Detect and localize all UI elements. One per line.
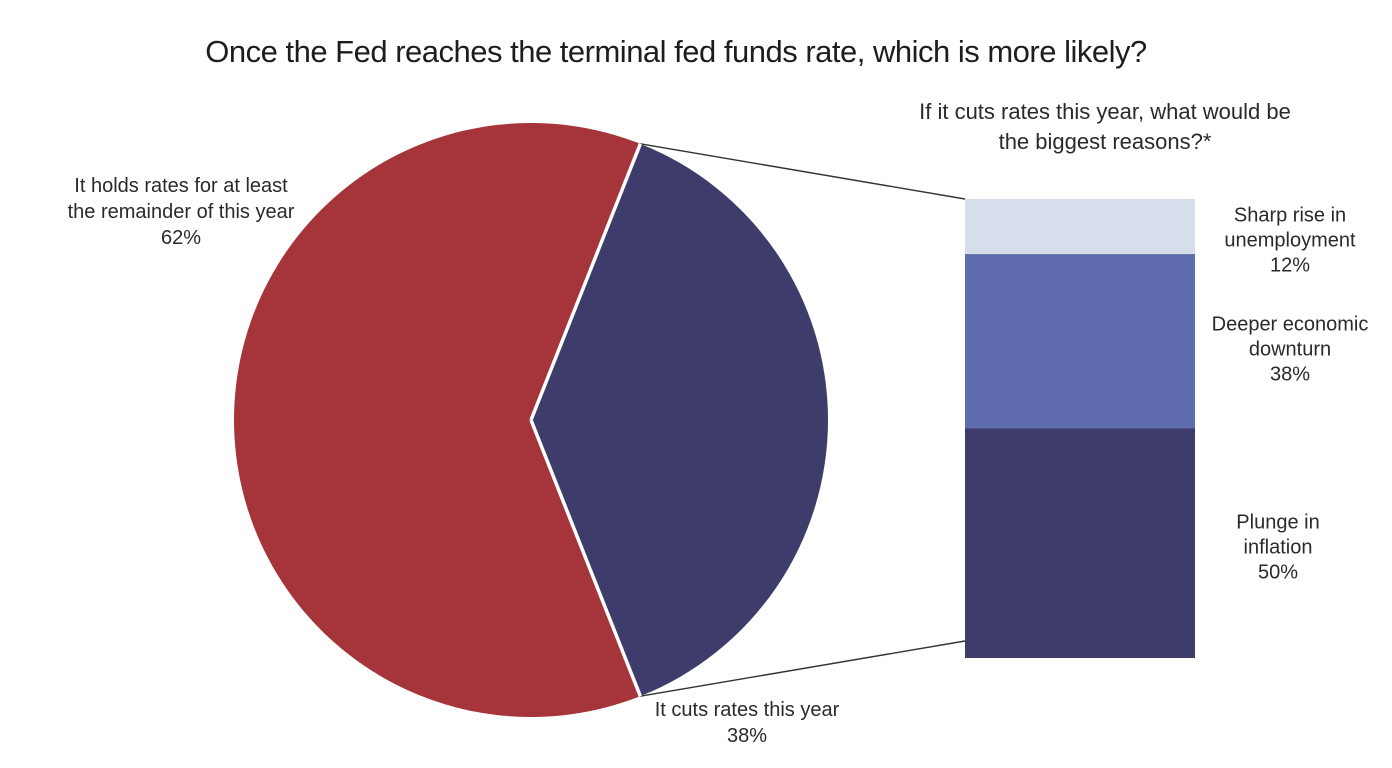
bar-segment-unemployment xyxy=(965,199,1195,255)
pie-label-cuts-rates: It cuts rates this year 38% xyxy=(654,699,840,747)
pie-label-holds-rates: It holds rates for at least the remainde… xyxy=(67,175,295,249)
chart-title: Once the Fed reaches the terminal fed fu… xyxy=(205,34,1147,69)
connector-line-bottom xyxy=(640,640,966,697)
bar-label-downturn: Deeper economic downturn 38% xyxy=(1211,313,1369,386)
pie-separator-bottom xyxy=(529,419,642,697)
bar-label-inflation: Plunge in inflation 50% xyxy=(1236,511,1320,584)
bar-segment-downturn xyxy=(965,254,1195,429)
bar-chart-subtitle: If it cuts rates this year, what would b… xyxy=(919,99,1291,154)
pie-slice-holds-rates xyxy=(233,122,641,717)
pie-separator-top xyxy=(529,143,642,421)
connector-line-top xyxy=(640,143,966,200)
bar-label-unemployment: Sharp rise in unemployment 12% xyxy=(1224,204,1356,277)
pie-slice-cuts-rates xyxy=(531,143,828,697)
bar-segment-inflation xyxy=(965,428,1195,658)
